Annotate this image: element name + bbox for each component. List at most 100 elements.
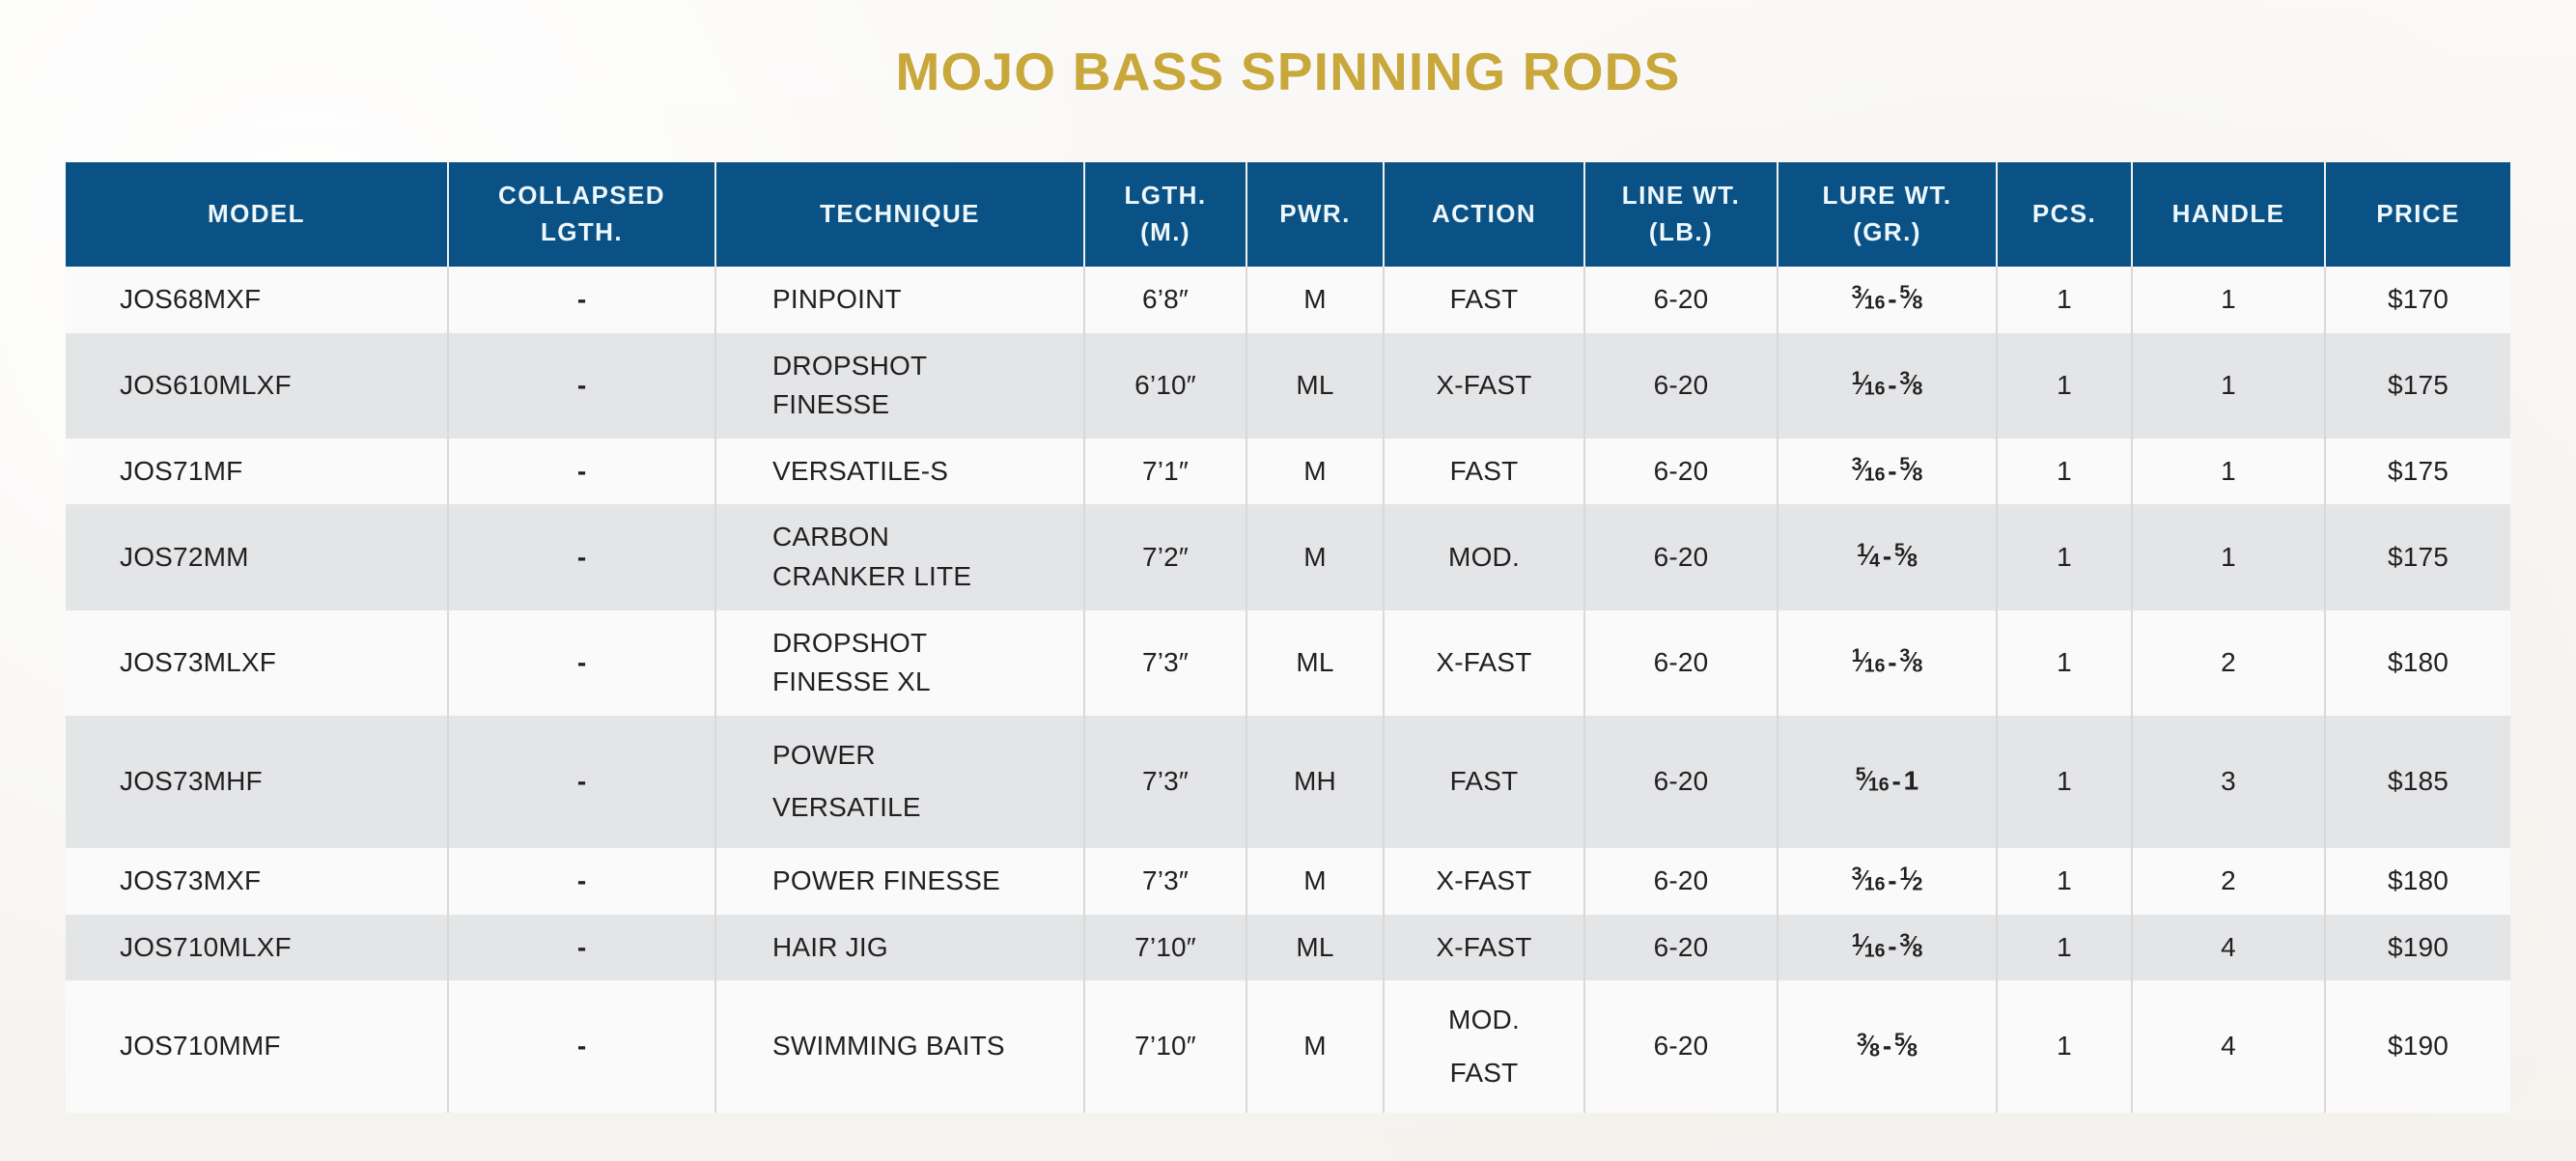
fraction-slash: ⁄	[1909, 931, 1914, 963]
table-row[interactable]: JOS73MLXF - DROPSHOT FINESSE XL 7’3″ ML X-FAST…	[66, 609, 2510, 716]
column-header-pwr[interactable]: PWR.	[1246, 162, 1385, 267]
cell-power: ML	[1246, 914, 1385, 981]
column-header-line: LINE WT.	[1621, 181, 1741, 211]
cell-power: MH	[1246, 715, 1385, 848]
cell-handle: 4	[2132, 914, 2326, 981]
lure-weight-fraction: 1⁄16- 3⁄8	[1852, 366, 1923, 405]
cell-model[interactable]: JOS72MM	[66, 504, 449, 610]
column-header-line: PWR.	[1279, 199, 1351, 229]
fraction-denominator: 8	[1912, 655, 1923, 677]
table-row[interactable]: JOS73MXF - POWER FINESSE 7’3″ M X-FAST 6-20 3⁄1…	[66, 847, 2510, 915]
fraction-slash: ⁄	[1861, 864, 1866, 896]
cell-line-weight: 6-20	[1584, 438, 1778, 505]
cell-collapsed-length: -	[448, 980, 716, 1114]
length-value: 7’3″	[1141, 864, 1190, 895]
column-header-coll[interactable]: COLLAPSED LGTH.	[448, 162, 716, 267]
cell-price: $175	[2325, 438, 2510, 505]
column-header-lurewt[interactable]: LURE WT. (GR.)	[1778, 162, 1998, 267]
column-header-line: HANDLE	[2171, 199, 2285, 229]
column-header-pcs[interactable]: PCS.	[1997, 162, 2133, 267]
cell-technique: HAIR JIG	[715, 914, 1085, 981]
cell-model[interactable]: JOS710MLXF	[66, 914, 449, 981]
column-header-line: COLLAPSED	[498, 181, 665, 211]
cell-line-weight: 6-20	[1584, 504, 1778, 610]
cell-line: X-FAST	[1436, 931, 1532, 962]
cell-pieces: 1	[1997, 332, 2133, 439]
cell-action: MOD.	[1384, 504, 1585, 610]
fraction-slash: ⁄	[1909, 455, 1914, 487]
column-header-action[interactable]: ACTION	[1384, 162, 1585, 267]
cell-model[interactable]: JOS73MLXF	[66, 609, 449, 716]
fraction-slash: ⁄	[1861, 931, 1866, 963]
cell-model[interactable]: JOS73MXF	[66, 847, 449, 915]
rod-spec-table: MODEL COLLAPSED LGTH. TECHNIQUE LGTH. (M.) PWR…	[66, 162, 2510, 1114]
cell-length: 7’3″	[1084, 609, 1247, 716]
column-header-handle[interactable]: HANDLE	[2132, 162, 2326, 267]
lure-weight-fraction: 3⁄8- 5⁄8	[1857, 1028, 1918, 1066]
cell-handle: 1	[2132, 438, 2326, 505]
cell-line: FINESSE	[772, 389, 890, 420]
cell-model[interactable]: JOS68MXF	[66, 267, 449, 333]
fraction-numerator: 3	[1899, 368, 1911, 390]
table-row[interactable]: JOS710MMF - SWIMMING BAITS 7’10″ M MOD. FAST 6-…	[66, 980, 2510, 1114]
table-row[interactable]: JOS73MHF - POWER VERSATILE 7’3″ MH FAST 6-20 5⁄1…	[66, 715, 2510, 848]
column-header-linewt[interactable]: LINE WT. (LB.)	[1584, 162, 1778, 267]
cell-action: MOD. FAST	[1384, 980, 1585, 1114]
length-value: 7’1″	[1141, 455, 1190, 486]
column-header-tech[interactable]: TECHNIQUE	[715, 162, 1085, 267]
lure-weight-fraction: 3⁄16- 1⁄2	[1852, 862, 1923, 900]
cell-power: M	[1246, 980, 1385, 1114]
table-row[interactable]: JOS68MXF - PINPOINT 6’8″ M FAST 6-20 3⁄16- 5⁄8 1 1…	[66, 267, 2510, 333]
cell-collapsed-length: -	[448, 715, 716, 848]
length-value: 7’3″	[1141, 646, 1190, 677]
cell-action: X-FAST	[1384, 332, 1585, 439]
cell-pieces: 1	[1997, 914, 2133, 981]
cell-pieces: 1	[1997, 715, 2133, 848]
page-title: MOJO BASS SPINNING RODS	[895, 42, 1681, 101]
cell-technique: POWER VERSATILE	[715, 715, 1085, 848]
fraction-numerator: 1	[1899, 864, 1911, 886]
cell-line: X-FAST	[1436, 864, 1532, 895]
fraction-numerator: 3	[1851, 864, 1862, 886]
cell-power: M	[1246, 438, 1385, 505]
table-row[interactable]: JOS610MLXF - DROPSHOT FINESSE 6’10″ ML X-FAST 6…	[66, 332, 2510, 439]
table-header-row: MODEL COLLAPSED LGTH. TECHNIQUE LGTH. (M.) PWR…	[66, 162, 2510, 267]
cell-line: PINPOINT	[772, 284, 902, 314]
cell-length: 7’2″	[1084, 504, 1247, 610]
cell-model[interactable]: JOS71MF	[66, 438, 449, 505]
fraction-numerator: 5	[1893, 1029, 1905, 1051]
cell-collapsed-length: -	[448, 914, 716, 981]
table-row[interactable]: JOS72MM - CARBON CRANKER LITE 7’2″ M MOD. 6-20 1…	[66, 504, 2510, 610]
cell-model[interactable]: JOS610MLXF	[66, 332, 449, 439]
cell-handle: 4	[2132, 980, 2326, 1114]
cell-length: 7’3″	[1084, 715, 1247, 848]
table-row[interactable]: JOS71MF - VERSATILE-S 7’1″ M FAST 6-20 3⁄16- 5⁄8…	[66, 438, 2510, 505]
cell-technique: DROPSHOT FINESSE	[715, 332, 1085, 439]
cell-model[interactable]: JOS710MMF	[66, 980, 449, 1114]
fraction-numerator: 1	[1857, 540, 1867, 562]
cell-power: M	[1246, 504, 1385, 610]
fraction-slash: ⁄	[1909, 646, 1914, 678]
fraction-numerator: 5	[1899, 454, 1911, 476]
cell-price: $180	[2325, 609, 2510, 716]
fraction-numerator: 5	[1893, 540, 1905, 562]
cell-pieces: 1	[1997, 504, 2133, 610]
fraction-denominator: 16	[1863, 873, 1886, 895]
cell-model[interactable]: JOS73MHF	[66, 715, 449, 848]
cell-line: POWER FINESSE	[772, 864, 1000, 895]
length-value: 7’2″	[1141, 541, 1190, 572]
column-header-line: MODEL	[208, 199, 305, 229]
table-row[interactable]: JOS710MLXF - HAIR JIG 7’10″ ML X-FAST 6-20 1⁄16…	[66, 914, 2510, 981]
range-dash: -	[1888, 931, 1897, 962]
cell-line-weight: 6-20	[1584, 914, 1778, 981]
cell-lure-weight: 1⁄16- 3⁄8	[1778, 914, 1998, 981]
fraction-slash: ⁄	[1903, 1031, 1909, 1062]
whole-number: 1	[1903, 765, 1919, 796]
range-dash: -	[1891, 765, 1901, 796]
column-header-price[interactable]: PRICE	[2325, 162, 2510, 267]
column-header-model[interactable]: MODEL	[66, 162, 449, 267]
cell-pieces: 1	[1997, 847, 2133, 915]
cell-handle: 1	[2132, 504, 2326, 610]
column-header-lgth[interactable]: LGTH. (M.)	[1084, 162, 1247, 267]
cell-line: FAST	[1449, 455, 1519, 486]
